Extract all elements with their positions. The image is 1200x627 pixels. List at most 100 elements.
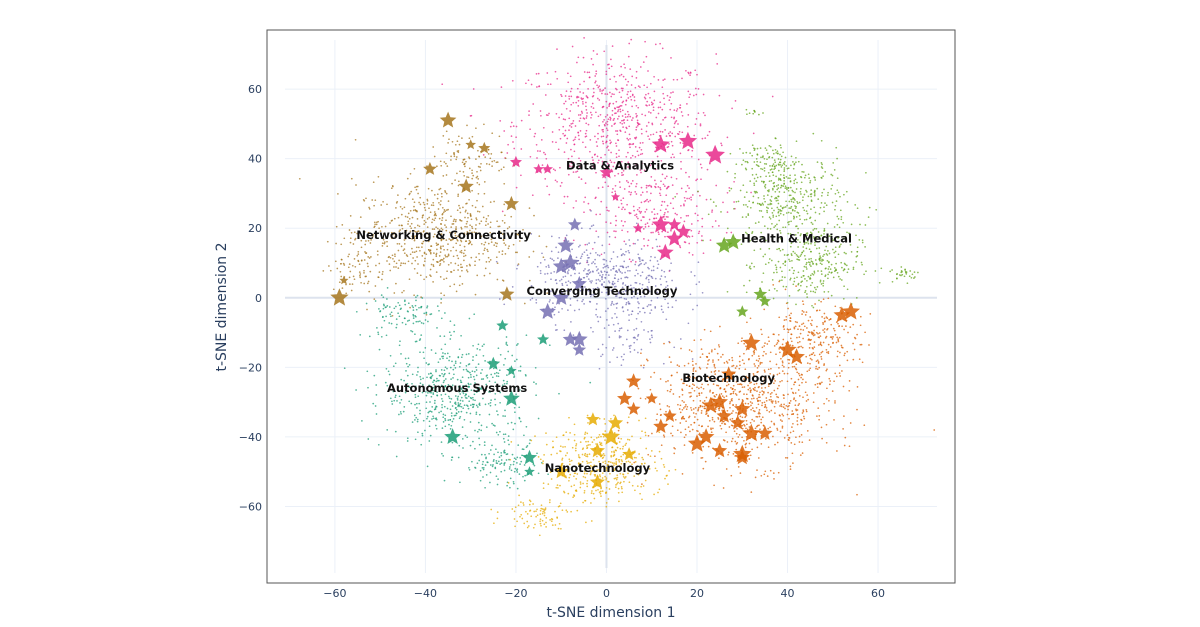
data-point — [392, 390, 395, 393]
data-point — [609, 119, 612, 121]
data-point — [414, 259, 417, 262]
data-point — [459, 170, 461, 173]
data-point — [834, 192, 837, 195]
data-point — [783, 170, 786, 173]
data-point — [367, 265, 369, 268]
data-point — [355, 310, 358, 313]
data-point — [603, 281, 606, 283]
data-point — [704, 114, 706, 117]
data-point — [764, 186, 767, 189]
data-point — [494, 403, 497, 406]
data-point — [464, 394, 466, 397]
data-point — [696, 73, 698, 76]
data-point — [374, 285, 377, 287]
data-point — [868, 206, 871, 209]
data-point — [468, 400, 471, 403]
data-point — [818, 366, 821, 369]
data-point — [727, 383, 730, 386]
data-point — [755, 425, 758, 428]
data-point — [752, 132, 755, 135]
data-point — [910, 276, 913, 279]
data-point — [533, 214, 535, 217]
data-point — [444, 352, 446, 355]
data-point — [737, 383, 739, 386]
data-point — [502, 379, 505, 382]
data-point — [770, 409, 773, 412]
data-point — [690, 198, 693, 201]
data-point — [878, 281, 881, 284]
data-point — [409, 209, 412, 212]
data-point — [482, 466, 485, 469]
data-point — [510, 121, 513, 124]
data-point — [770, 168, 773, 170]
data-point — [365, 302, 368, 305]
data-point — [646, 293, 648, 295]
data-point — [624, 116, 627, 118]
data-point — [798, 384, 801, 387]
data-point — [820, 202, 823, 204]
data-point — [442, 357, 444, 360]
data-point — [554, 179, 557, 182]
data-point — [695, 363, 697, 365]
data-point — [777, 340, 780, 343]
data-point — [775, 199, 778, 202]
data-point — [664, 276, 667, 278]
data-point — [690, 406, 692, 409]
data-point — [647, 434, 650, 437]
data-point — [375, 264, 377, 267]
data-point — [745, 264, 748, 267]
data-point — [735, 200, 738, 203]
data-point — [535, 301, 538, 304]
data-point — [820, 270, 823, 272]
data-point — [806, 234, 809, 236]
data-point — [448, 372, 451, 375]
data-point — [457, 235, 459, 238]
data-point — [726, 191, 729, 194]
data-point — [742, 159, 745, 162]
data-point — [648, 290, 651, 293]
data-point — [451, 420, 454, 423]
data-point — [348, 276, 351, 279]
data-point — [478, 210, 481, 213]
data-point — [777, 199, 779, 202]
data-point — [599, 213, 601, 216]
data-point — [728, 359, 731, 361]
data-point — [422, 201, 425, 204]
data-point — [778, 191, 781, 193]
data-point — [445, 209, 448, 211]
data-point — [631, 259, 634, 261]
data-point — [767, 427, 770, 430]
data-point — [499, 463, 501, 465]
data-point — [779, 229, 781, 232]
data-point — [495, 371, 498, 374]
data-point — [493, 372, 496, 375]
data-point — [783, 403, 785, 406]
data-point — [733, 207, 735, 210]
data-point — [718, 94, 721, 97]
data-point — [439, 251, 442, 253]
data-point — [555, 282, 558, 285]
data-point — [900, 266, 903, 268]
data-point — [489, 226, 492, 229]
data-point — [446, 270, 448, 273]
data-point — [616, 130, 619, 132]
data-point — [859, 315, 862, 318]
data-point — [671, 153, 674, 156]
data-point — [792, 190, 795, 193]
data-point — [615, 230, 617, 233]
data-point — [602, 266, 605, 269]
data-point — [656, 267, 659, 269]
data-point — [643, 238, 645, 240]
data-point — [739, 383, 742, 385]
data-point — [595, 437, 598, 439]
data-point — [510, 135, 513, 137]
data-point — [743, 352, 745, 355]
data-point — [773, 405, 776, 408]
data-point — [445, 219, 447, 222]
data-point — [662, 311, 664, 313]
data-point — [572, 239, 575, 242]
data-point — [458, 143, 461, 146]
data-point — [598, 460, 600, 463]
data-point — [583, 37, 585, 39]
data-point — [779, 414, 781, 417]
